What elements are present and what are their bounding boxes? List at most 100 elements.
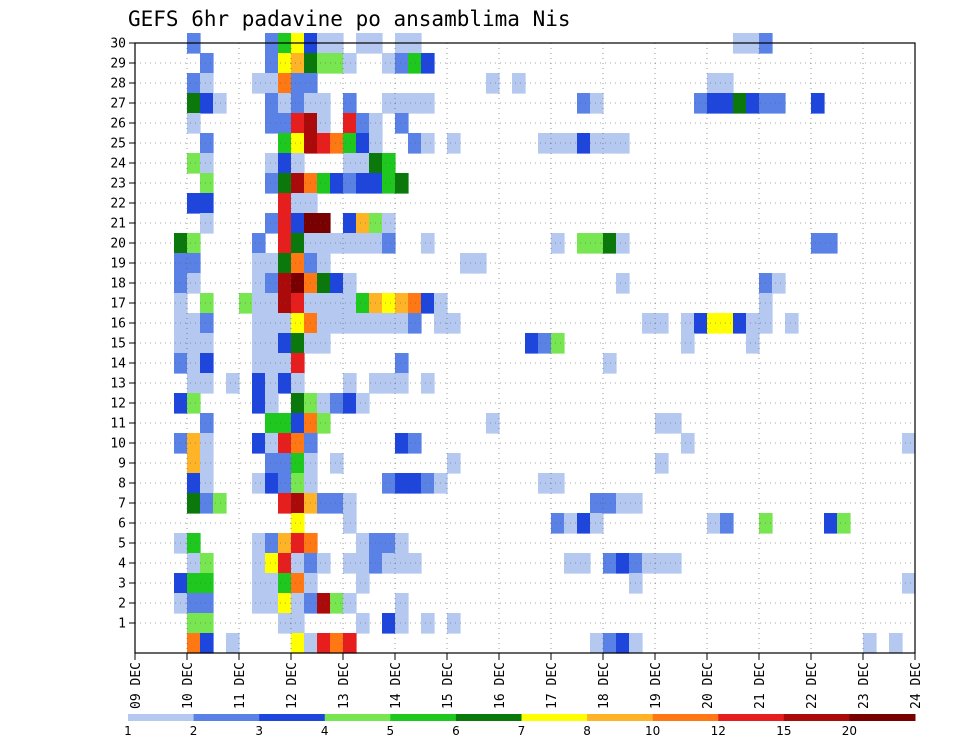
heatmap-cell <box>382 473 396 494</box>
heatmap-cell <box>200 413 214 434</box>
x-tick-label: 17 DEC <box>545 662 560 709</box>
heatmap-cell <box>200 373 214 394</box>
y-tick-label: 28 <box>110 77 126 92</box>
heatmap-cell <box>291 233 305 254</box>
heatmap-cell <box>252 393 266 414</box>
heatmap-cell <box>720 93 734 114</box>
heatmap-cell <box>707 73 721 94</box>
heatmap-cell <box>200 593 214 614</box>
heatmap-cell <box>187 193 201 214</box>
heatmap-cell <box>317 113 331 134</box>
heatmap-cell <box>278 233 292 254</box>
heatmap-cell <box>577 513 591 534</box>
heatmap-cell <box>369 113 383 134</box>
heatmap-cell <box>278 313 292 334</box>
heatmap-cell <box>278 453 292 474</box>
heatmap-cell <box>408 93 422 114</box>
heatmap-cell <box>304 93 318 114</box>
heatmap-cell <box>395 553 409 574</box>
heatmap-cell <box>655 413 669 434</box>
heatmap-cell <box>330 173 344 194</box>
heatmap-cell <box>200 73 214 94</box>
heatmap-cell <box>538 133 552 154</box>
colorbar-segment <box>259 714 326 721</box>
heatmap-cell <box>265 533 279 554</box>
heatmap-cell <box>395 433 409 454</box>
heatmap-cell <box>317 413 331 434</box>
heatmap-cell <box>551 133 565 154</box>
y-tick-label: 12 <box>110 397 126 412</box>
heatmap-cell <box>460 253 474 274</box>
heatmap-cell <box>668 553 682 574</box>
x-tick-label: 15 DEC <box>441 662 456 709</box>
heatmap-cell <box>421 233 435 254</box>
heatmap-cell <box>265 473 279 494</box>
heatmap-cell <box>304 113 318 134</box>
y-tick-label: 21 <box>110 217 126 232</box>
y-tick-label: 26 <box>110 117 126 132</box>
heatmap-cell <box>252 553 266 574</box>
heatmap-cell <box>590 233 604 254</box>
heatmap-cell <box>200 133 214 154</box>
heatmap-cell <box>291 333 305 354</box>
heatmap-cell <box>356 173 370 194</box>
heatmap-cell <box>200 213 214 234</box>
heatmap-cell <box>408 313 422 334</box>
heatmap-cell <box>265 453 279 474</box>
heatmap-cell <box>395 293 409 314</box>
heatmap-cell <box>577 93 591 114</box>
heatmap-cell <box>421 373 435 394</box>
heatmap-cell <box>252 533 266 554</box>
heatmap-cell <box>317 173 331 194</box>
heatmap-cell <box>291 573 305 594</box>
colorbar-label: 20 <box>842 724 857 738</box>
heatmap-cell <box>603 133 617 154</box>
heatmap-cell <box>863 633 877 654</box>
chart-title: GEFS 6hr padavine po ansamblima Nis <box>128 7 571 31</box>
heatmap-cell <box>252 73 266 94</box>
heatmap-cell <box>343 313 357 334</box>
heatmap-cell <box>590 133 604 154</box>
heatmap-cell <box>265 313 279 334</box>
heatmap-cell <box>265 173 279 194</box>
heatmap-cell <box>317 633 331 654</box>
heatmap-cell <box>681 313 695 334</box>
heatmap-cell <box>291 533 305 554</box>
heatmap-cell <box>330 273 344 294</box>
heatmap-cell <box>330 633 344 654</box>
heatmap-cell <box>278 493 292 514</box>
heatmap-cell <box>408 473 422 494</box>
heatmap-cell <box>265 333 279 354</box>
heatmap-cell <box>343 113 357 134</box>
y-tick-label: 11 <box>110 417 126 432</box>
y-tick-label: 14 <box>110 357 126 372</box>
heatmap-cell <box>538 333 552 354</box>
x-tick-label: 10 DEC <box>181 662 196 709</box>
x-tick-label: 19 DEC <box>649 662 664 709</box>
colorbar-segment <box>783 714 850 721</box>
heatmap-cell <box>187 433 201 454</box>
heatmap-cell <box>200 473 214 494</box>
y-tick-label: 22 <box>110 197 126 212</box>
heatmap-cell <box>278 253 292 274</box>
heatmap-cell <box>382 53 396 74</box>
plot-frame <box>134 42 916 654</box>
colorbar-label: 5 <box>387 724 395 738</box>
heatmap-cell <box>291 173 305 194</box>
heatmap-cell <box>187 313 201 334</box>
heatmap-cell <box>655 553 669 574</box>
heatmap-cell <box>213 493 227 514</box>
heatmap-cell <box>213 93 227 114</box>
colorbar-segment <box>849 714 916 721</box>
heatmap-cell <box>343 633 357 654</box>
y-tick-label: 13 <box>110 377 126 392</box>
heatmap-cell <box>590 633 604 654</box>
colorbar-label: 8 <box>583 724 591 738</box>
heatmap-cell <box>382 213 396 234</box>
heatmap-cell <box>421 133 435 154</box>
y-tick-label: 10 <box>110 437 126 452</box>
heatmap-cell <box>291 453 305 474</box>
heatmap-cell <box>655 313 669 334</box>
x-tick-label: 24 DEC <box>909 662 924 709</box>
